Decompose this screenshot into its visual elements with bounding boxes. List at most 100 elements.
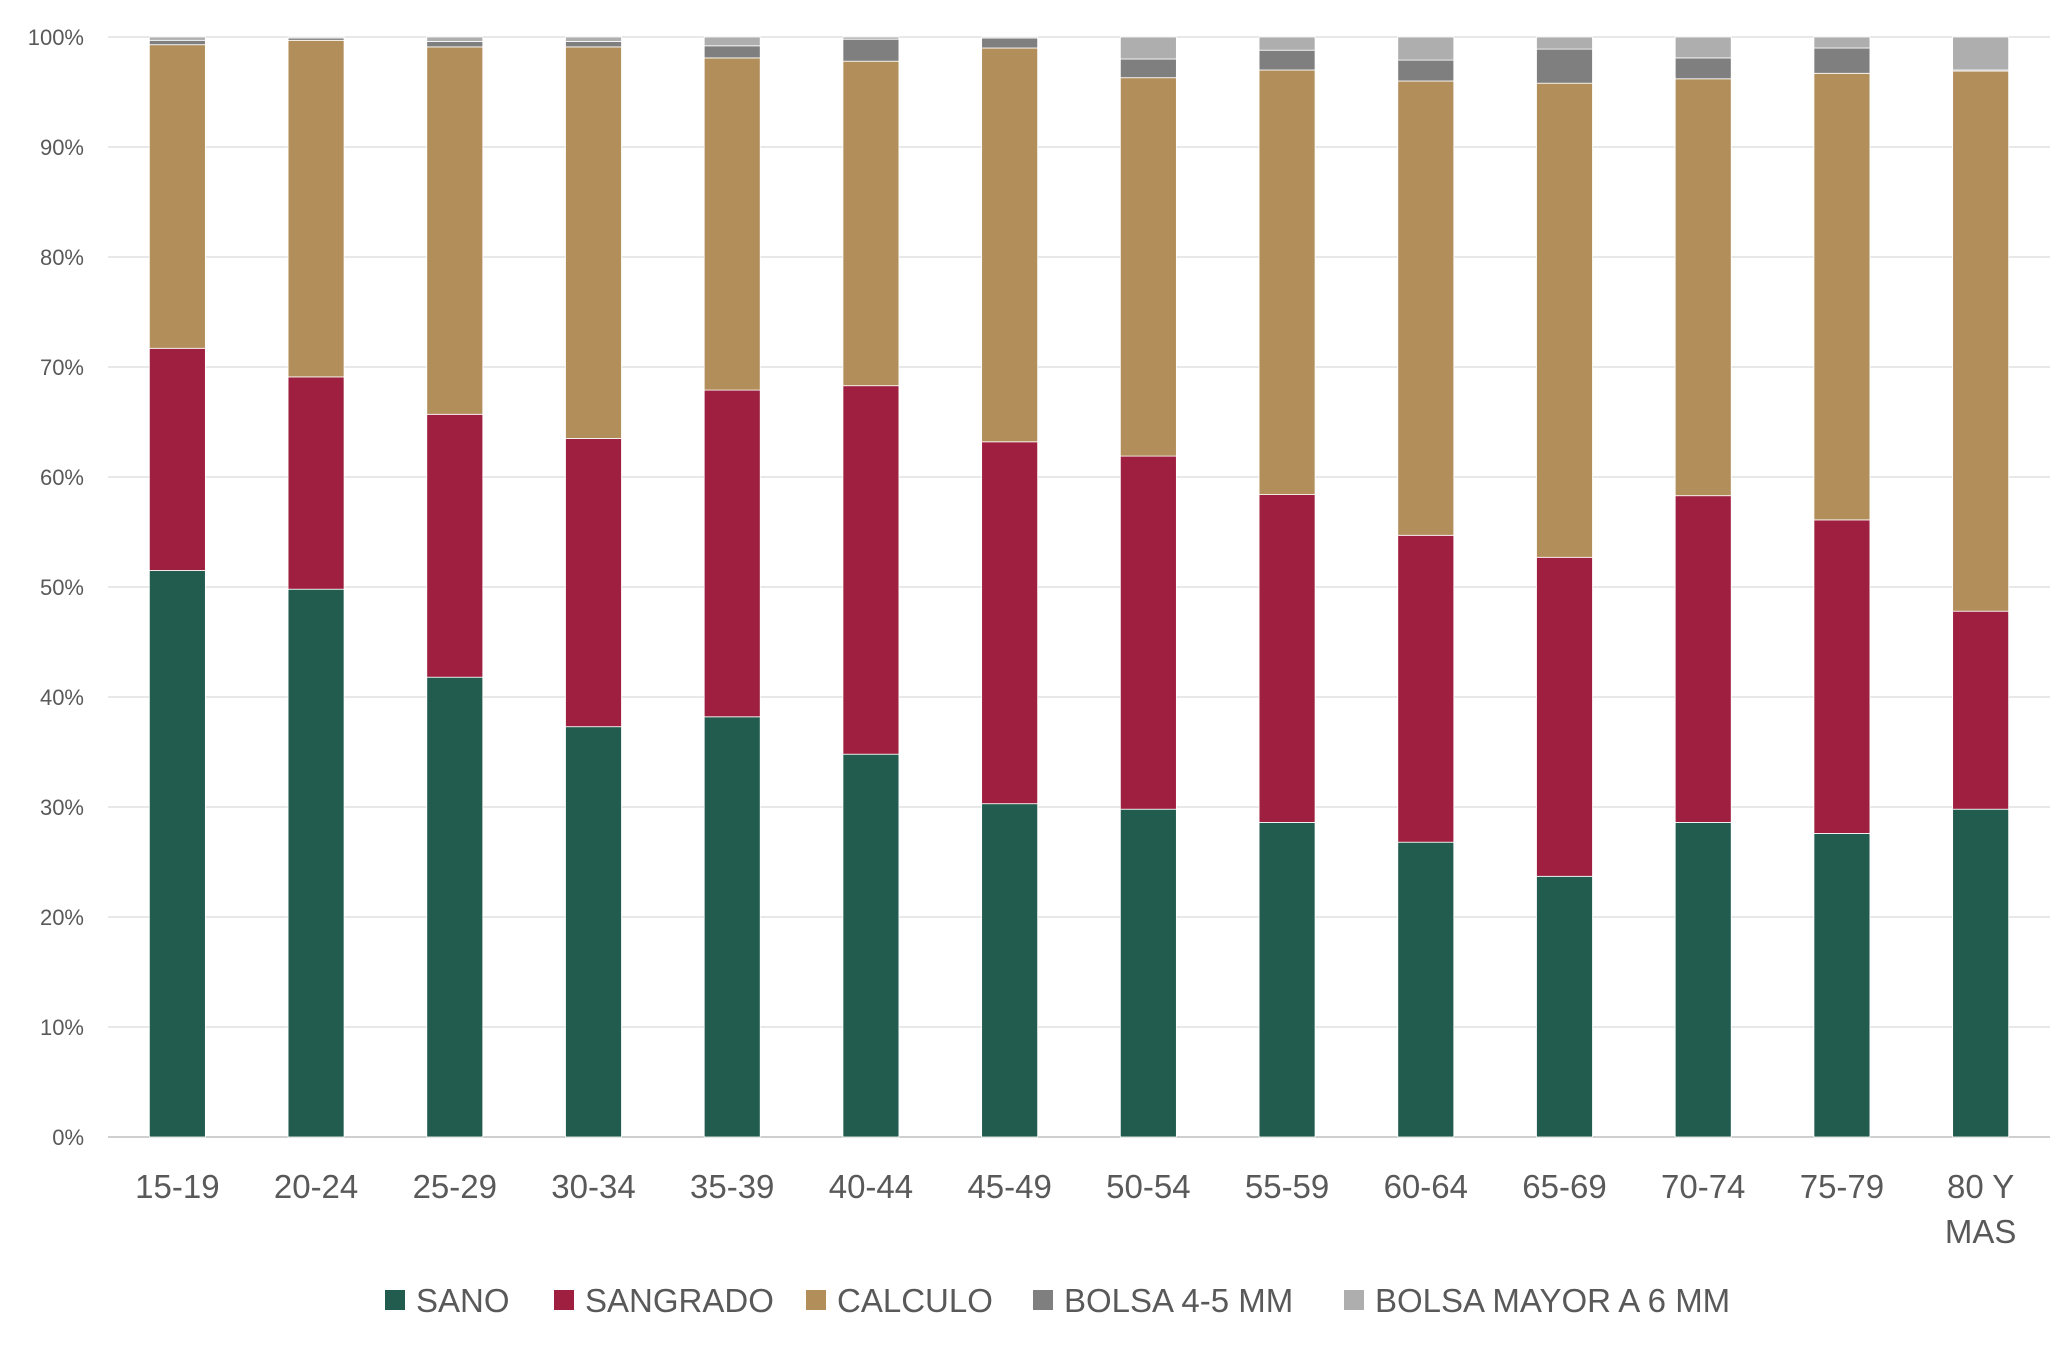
legend-label: SANO (416, 1282, 510, 1319)
y-tick-label: 90% (40, 135, 84, 160)
bar-segment (703, 36, 761, 47)
bar-segment (703, 389, 761, 718)
bar-segment (148, 347, 206, 571)
bar-segment (1536, 36, 1593, 50)
x-tick-label: 15-19 (135, 1168, 219, 1205)
bar-segment (703, 716, 761, 1138)
bar-segment (842, 38, 900, 62)
y-axis-ticks: 0% 10% 20% 30% 40% 50% 60% 70% 80% 90% 100% (28, 25, 84, 1150)
y-tick-label: 70% (40, 355, 84, 380)
bar-segment (565, 46, 622, 439)
bar-segment (426, 46, 484, 415)
bar-segment (842, 385, 900, 755)
bar-segment (1397, 534, 1455, 843)
bar-segment (981, 803, 1039, 1138)
legend-swatch (554, 1290, 574, 1310)
bar-segment (1674, 822, 1732, 1138)
bar-segment (1813, 72, 1871, 521)
x-tick-label: 35-39 (690, 1168, 774, 1205)
bar-segment (981, 37, 1039, 49)
bar-segment (703, 45, 761, 59)
bar-segment (287, 36, 345, 39)
bar-segment (1813, 833, 1871, 1138)
bar-segment (148, 36, 206, 41)
x-tick-label: 20-24 (274, 1168, 358, 1205)
bar-segment (287, 39, 345, 378)
legend: SANO SANGRADO CALCULO BOLSA 4-5 MM BOLSA MAY… (385, 1282, 1730, 1319)
y-tick-label: 50% (40, 575, 84, 600)
bar-segment (1258, 494, 1316, 823)
bar-segment (1119, 77, 1177, 457)
x-tick-label: 80 Y MAS (1945, 1168, 2017, 1250)
legend-swatch (1344, 1290, 1364, 1310)
y-tick-label: 20% (40, 905, 84, 930)
bar-segment (703, 57, 761, 391)
bar-segment (981, 47, 1039, 443)
bar-segment (1674, 57, 1732, 80)
bar-segment (1119, 455, 1177, 810)
bar-segment (1119, 36, 1177, 60)
bar-segment (1258, 49, 1316, 71)
bar-segment (842, 60, 900, 387)
legend-label: SANGRADO (585, 1282, 774, 1319)
bar-segment (981, 36, 1039, 39)
y-tick-label: 40% (40, 685, 84, 710)
bar-segment (426, 413, 484, 678)
x-tick-label: 30-34 (551, 1168, 635, 1205)
legend-label: BOLSA MAYOR A 6 MM (1375, 1282, 1730, 1319)
bar-segment (565, 438, 622, 728)
bar-segment (1952, 610, 2010, 810)
y-tick-label: 100% (28, 25, 84, 50)
x-tick-label: 40-44 (829, 1168, 913, 1205)
bar-segment (148, 39, 206, 46)
bar-segment (1813, 519, 1871, 834)
x-tick-label: 70-74 (1661, 1168, 1745, 1205)
legend-swatch (1033, 1290, 1053, 1310)
bar-segment (1674, 78, 1732, 497)
bar-segment (1813, 47, 1871, 74)
bar-segment (842, 753, 900, 1138)
bar-segment (1119, 58, 1177, 79)
bar-segment (1536, 875, 1593, 1138)
bar-segment (148, 44, 206, 349)
bar-segment (426, 36, 484, 42)
legend-label: BOLSA 4-5 MM (1064, 1282, 1293, 1319)
y-tick-label: 30% (40, 795, 84, 820)
bar-segment (426, 41, 484, 48)
x-tick-label: 55-59 (1245, 1168, 1329, 1205)
bar-segment (1952, 70, 2010, 612)
bar-segment (565, 36, 622, 42)
x-tick-label: 75-79 (1800, 1168, 1884, 1205)
bar-segment (1536, 48, 1593, 84)
legend-swatch (385, 1290, 405, 1310)
bars (148, 36, 2010, 1138)
bar-segment (1813, 36, 1871, 49)
bar-segment (287, 376, 345, 590)
bar-segment (1119, 808, 1177, 1138)
y-tick-label: 0% (52, 1125, 84, 1150)
bar-segment (565, 726, 622, 1138)
bar-segment (1952, 36, 2010, 71)
bar-segment (1536, 556, 1593, 877)
bar-segment (287, 588, 345, 1138)
bar-segment (1397, 80, 1455, 536)
x-tick-label: 25-29 (413, 1168, 497, 1205)
legend-label: CALCULO (837, 1282, 993, 1319)
bar-segment (1397, 36, 1455, 61)
x-tick-label: 45-49 (967, 1168, 1051, 1205)
x-tick-label: 50-54 (1106, 1168, 1190, 1205)
legend-swatch (806, 1290, 826, 1310)
bar-segment (1536, 82, 1593, 558)
bar-segment (1952, 808, 2010, 1138)
bar-segment (1397, 59, 1455, 82)
bar-segment (981, 441, 1039, 805)
bar-segment (1258, 69, 1316, 496)
y-tick-label: 80% (40, 245, 84, 270)
bar-segment (1397, 841, 1455, 1138)
x-axis-ticks: 15-19 20-24 25-29 30-34 35-39 40-44 45-49 50-54… (135, 1168, 2016, 1250)
bar-segment (1258, 822, 1316, 1138)
x-tick-label: 65-69 (1522, 1168, 1606, 1205)
gridlines (108, 36, 2050, 1138)
